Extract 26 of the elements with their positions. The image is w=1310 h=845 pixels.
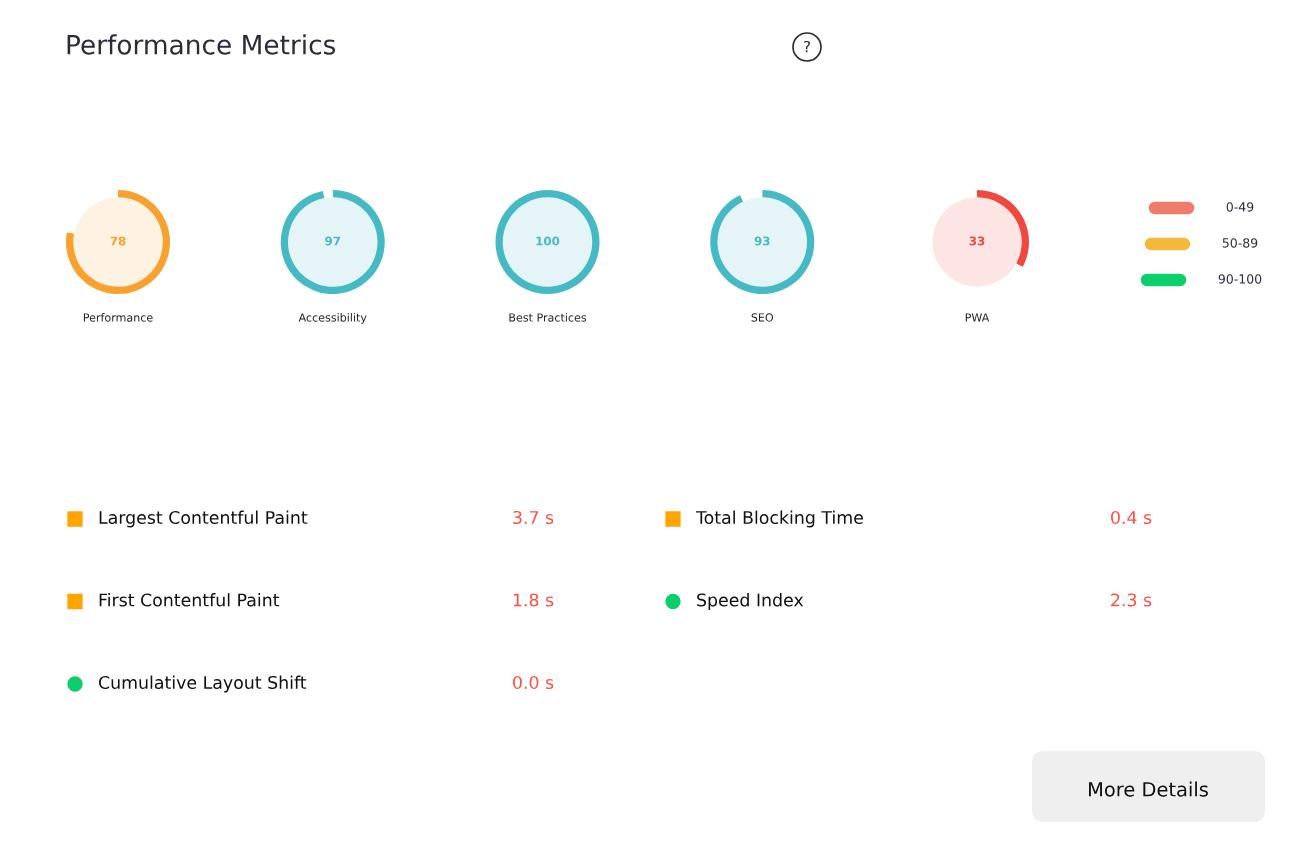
text: PWA (965, 313, 990, 322)
data-label: 93 (754, 236, 770, 246)
category-label: Cumulative Layout Shift (98, 675, 307, 693)
text: 3.7 s (513, 510, 554, 525)
text: 2.3 s (1111, 593, 1152, 607)
data-label: 78 (110, 236, 126, 246)
data-label: 100 (536, 236, 560, 246)
text: Best Practices (509, 313, 587, 322)
data-label: 97 (325, 236, 341, 246)
text: More Details (1089, 781, 1208, 797)
text: SEO (751, 313, 774, 322)
text: 0.4 s (1111, 510, 1152, 525)
category-label: Largest Contentful Paint (99, 510, 308, 528)
category-label: 50-89 (1222, 238, 1258, 248)
text: 0.0 s (513, 675, 554, 690)
category-label: 0-49 (1226, 202, 1254, 212)
text: Performance (83, 313, 153, 322)
text: Accessibility (298, 313, 367, 324)
text: ? (804, 40, 810, 53)
category-label: 90-100 (1218, 274, 1262, 284)
category-label: Speed Index (697, 593, 804, 610)
category-label: First Contentful Paint (99, 593, 280, 607)
text: Performance Metrics (67, 34, 336, 55)
text: 1.8 s (513, 593, 554, 607)
category-label: Total Blocking Time (695, 510, 863, 528)
data-label: 33 (969, 236, 985, 246)
